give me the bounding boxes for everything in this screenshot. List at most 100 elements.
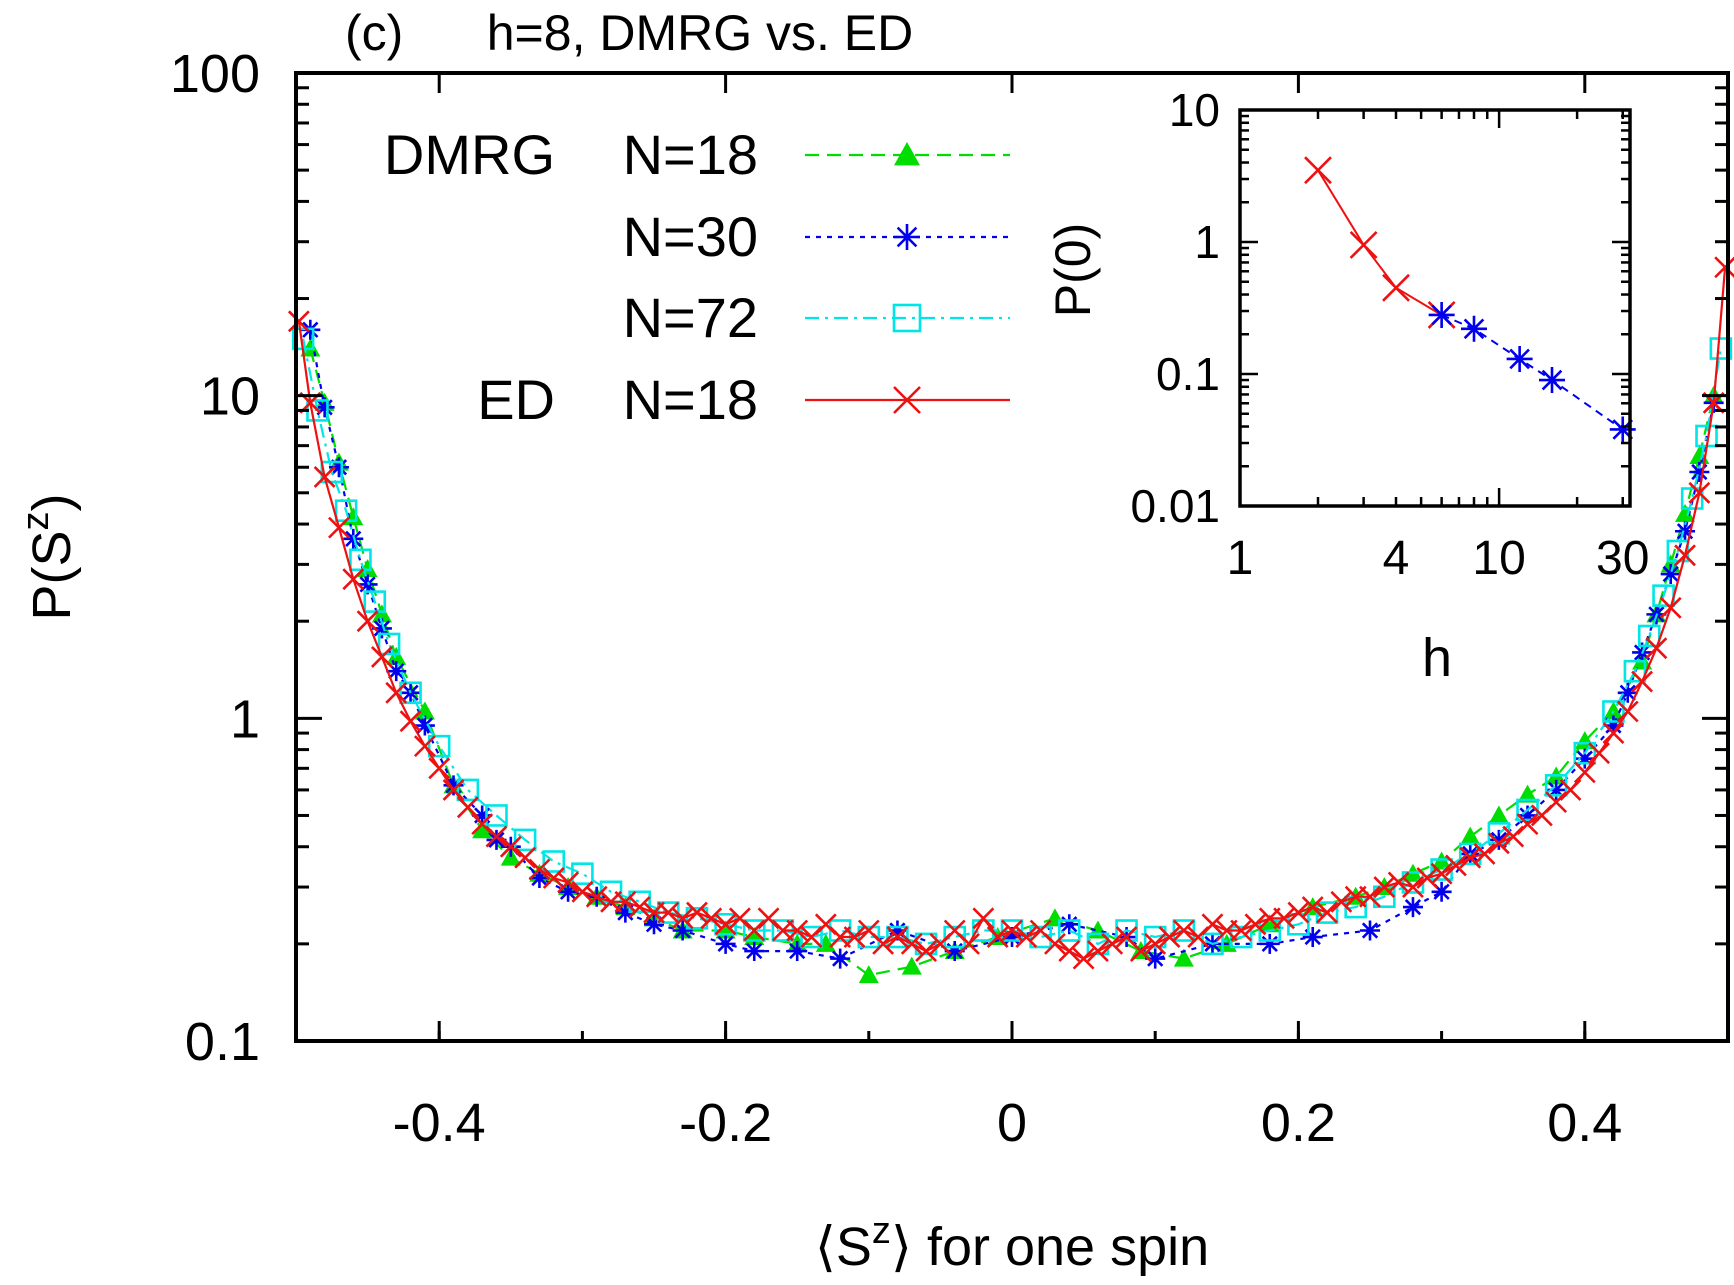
- main-series-3-point: [1158, 926, 1181, 948]
- main-series-0-point: [1173, 948, 1194, 967]
- main-series-3-point: [1616, 700, 1639, 723]
- main-series-3-point: [542, 867, 565, 889]
- main-series-3-point: [499, 835, 522, 858]
- main-series-3-point: [614, 890, 637, 913]
- main-y-axis-label: P(Sz): [15, 493, 82, 620]
- main-series-3-point: [1373, 876, 1396, 898]
- inset-y-tick-label: 0.1: [1156, 348, 1220, 400]
- main-series-3-point: [1459, 846, 1482, 869]
- main-series-2-point: [857, 925, 881, 949]
- main-series-3-point: [786, 919, 809, 942]
- main-series-3-point: [743, 919, 766, 942]
- main-series-3-point: [1001, 919, 1023, 942]
- main-series-3-point: [1688, 481, 1711, 504]
- main-series-3-point: [1402, 876, 1424, 898]
- main-series-2-point: [377, 632, 401, 656]
- main-series-3-point: [886, 926, 909, 948]
- main-series-3-point: [1072, 947, 1095, 970]
- main-x-tick-label: 0: [997, 1093, 1027, 1153]
- main-series-3-point: [1559, 778, 1582, 801]
- legend-marker: [893, 386, 921, 414]
- main-series-3-point: [313, 465, 336, 488]
- main-series-3-point: [843, 926, 866, 948]
- main-series-3-point: [471, 813, 494, 836]
- main-series-0-point: [472, 820, 493, 839]
- main-series-2-point: [1573, 741, 1597, 765]
- main-series-2-point: [628, 890, 651, 914]
- main-series-1-point: [1675, 521, 1696, 542]
- main-series-0-point: [1603, 701, 1624, 720]
- main-series-3-point: [528, 858, 551, 881]
- main-series-3-point: [1516, 813, 1539, 836]
- main-series-3-point: [1244, 913, 1267, 936]
- main-series-1-point: [672, 920, 693, 941]
- main-series-3-point: [1301, 896, 1324, 919]
- main-series-3-point: [585, 885, 608, 908]
- main-series-3-point: [1602, 722, 1625, 745]
- main-series-0-point: [1517, 784, 1538, 803]
- main-series-3-point: [1172, 919, 1195, 942]
- main-series-1-point: [1431, 881, 1452, 902]
- main-y-tick-label: 10: [200, 367, 260, 427]
- inset-series-0-point: [1349, 231, 1378, 259]
- main-series-3-point: [958, 932, 980, 955]
- main-series-1-point: [328, 457, 349, 478]
- main-series-3-point: [729, 907, 751, 930]
- inset-y-tick-label: 10: [1169, 84, 1220, 136]
- inset-plot: 1 4 10 30 0.01 0.1 1 10 h P(0): [1045, 84, 1649, 688]
- main-series-3-point: [328, 516, 350, 539]
- legend-marker: [892, 303, 922, 333]
- main-series-0-point: [1675, 503, 1696, 522]
- main-series-1-point: [1574, 748, 1595, 769]
- main-series-3-point: [356, 610, 379, 633]
- main-series-1-point: [558, 881, 579, 902]
- inset-plot-frame: [1238, 108, 1632, 508]
- main-series-3-point: [714, 913, 737, 936]
- main-series-3-point: [1645, 637, 1668, 660]
- main-series-3-point: [1201, 913, 1224, 936]
- main-series-2-point: [542, 850, 566, 873]
- main-series-2-point: [943, 925, 967, 949]
- main-series-2-point: [828, 919, 852, 942]
- main-series-0-point: [1460, 826, 1481, 845]
- inset-series-line-0: [1317, 169, 1443, 316]
- legend-entry-label: N=18: [623, 123, 758, 186]
- main-series-2-point: [1172, 919, 1196, 942]
- main-series-1-point: [1617, 682, 1638, 703]
- inset-series-1-point: [1461, 315, 1487, 342]
- main-series-2-point: [320, 460, 344, 484]
- main-series-0-point: [901, 956, 922, 975]
- main-series-3-point: [1230, 919, 1253, 942]
- main-series-3-point: [1588, 742, 1611, 765]
- main-series-2-point: [914, 932, 938, 956]
- main-series-1-point: [1302, 927, 1323, 948]
- main-series-3-point: [972, 907, 995, 930]
- main-series-2-point: [1086, 932, 1110, 956]
- inset-y-axis: 0.01 0.1 1 10: [1130, 84, 1630, 532]
- inset-series-1-point: [1539, 367, 1565, 394]
- main-series-1-point: [830, 948, 851, 969]
- legend-entry-label: N=18: [623, 368, 758, 431]
- main-series-3-point: [557, 871, 579, 894]
- main-series-3-point: [1487, 832, 1510, 855]
- main-series-1-point: [1517, 805, 1538, 826]
- main-series-2-point: [1637, 624, 1661, 648]
- main-series-1-point: [1546, 779, 1567, 800]
- main-series-3-point: [1502, 825, 1525, 848]
- legend-entry-label: N=72: [623, 286, 758, 349]
- main-x-tick-label: 0.2: [1261, 1093, 1336, 1153]
- main-series-1-point: [1259, 933, 1280, 954]
- main-series-1-point: [1059, 914, 1080, 935]
- legend-marker: [894, 142, 920, 166]
- main-series-3-point: [428, 757, 451, 780]
- inset-x-axis-label: h: [1422, 628, 1452, 688]
- main-series-1-point: [414, 715, 435, 736]
- main-series-0-point: [357, 559, 378, 578]
- legend-marker: [894, 224, 920, 250]
- inset-series-1-point: [1506, 345, 1533, 372]
- main-series-3-point: [371, 646, 393, 668]
- main-series-3-point: [686, 901, 708, 924]
- main-series-2-point: [427, 734, 451, 758]
- main-series-3-point: [1714, 256, 1734, 279]
